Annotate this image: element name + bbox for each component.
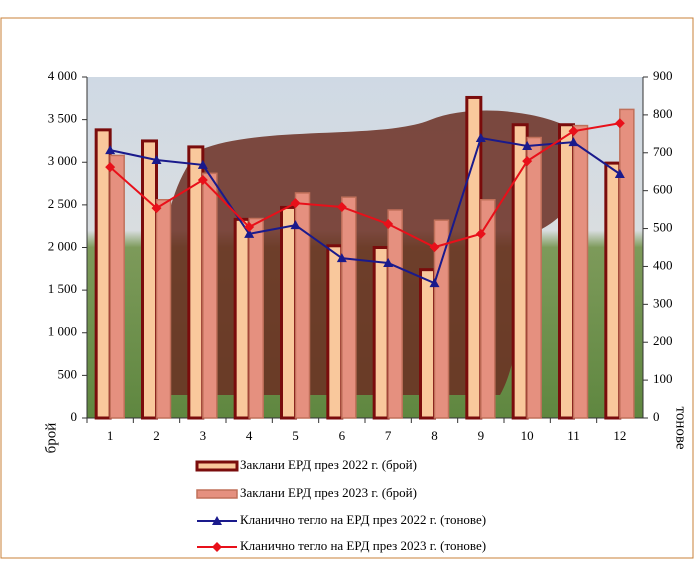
x-tick-label: 9 <box>478 428 485 443</box>
point <box>429 278 440 288</box>
x-tick-label: 1 <box>107 428 114 443</box>
x-tick-label: 10 <box>521 428 534 443</box>
y-tick-label: 2 500 <box>48 196 77 211</box>
point <box>475 228 486 239</box>
bar <box>280 205 297 420</box>
bar <box>294 192 311 419</box>
bar <box>248 217 264 419</box>
y2-tick-label: 800 <box>653 106 673 121</box>
bar <box>202 172 218 419</box>
bar <box>619 108 635 419</box>
y-tick-label: 4 000 <box>48 68 77 83</box>
y-tick-label: 3 500 <box>48 111 77 126</box>
frame <box>0 17 694 559</box>
legend-label: Заклани ЕРД през 2022 г. (брой) <box>240 457 417 472</box>
point <box>383 258 394 268</box>
legend-swatch <box>195 460 239 472</box>
bar <box>326 244 344 420</box>
point <box>290 220 301 230</box>
x-tick-label: 11 <box>567 428 580 443</box>
bar <box>109 154 125 419</box>
point <box>212 542 222 552</box>
point <box>244 228 255 238</box>
point <box>105 162 116 173</box>
line <box>109 136 621 285</box>
y2-tick-label: 900 <box>653 68 673 83</box>
point <box>290 198 301 209</box>
x-tick-label: 4 <box>246 428 253 443</box>
bar <box>372 246 390 420</box>
x-tick-label: 7 <box>385 428 392 443</box>
y2-tick-label: 300 <box>653 295 673 310</box>
y2-tick-label: 0 <box>653 409 660 424</box>
bar <box>419 268 436 420</box>
legend: Заклани ЕРД през 2022 г. (брой) Заклани Е… <box>195 457 486 553</box>
point <box>383 219 394 230</box>
y2-tick-label: 600 <box>653 182 673 197</box>
line <box>109 122 621 249</box>
legend-label: Заклани ЕРД през 2023 г. (брой) <box>240 485 417 500</box>
y2-tick-label: 100 <box>653 371 673 386</box>
bar <box>341 196 357 419</box>
point <box>568 137 579 147</box>
x-tick-label: 5 <box>292 428 299 443</box>
y2-tick-label: 400 <box>653 257 673 272</box>
bar <box>94 128 112 420</box>
x-tick-label: 6 <box>339 428 346 443</box>
x-tick-label: 3 <box>200 428 207 443</box>
point <box>522 140 533 150</box>
y2-tick-label: 500 <box>653 220 673 235</box>
point <box>614 168 625 178</box>
point <box>522 156 533 167</box>
point <box>105 145 116 155</box>
y-tick-label: 1 000 <box>48 324 77 339</box>
bar <box>511 123 529 420</box>
bar <box>558 123 575 420</box>
bar <box>526 136 542 419</box>
point <box>197 175 208 186</box>
x-tick-label: 8 <box>431 428 438 443</box>
legend-label: Кланично тегло на ЕРД през 2022 г. (тоно… <box>240 512 486 527</box>
point <box>212 516 222 525</box>
x-tick-label: 12 <box>613 428 626 443</box>
bar <box>572 124 589 419</box>
legend-label: Кланично тегло на ЕРД през 2023 г. (тоно… <box>240 538 486 553</box>
point <box>475 133 486 143</box>
bar <box>604 161 622 420</box>
bar <box>141 139 158 420</box>
y-tick-label: 1 500 <box>48 281 77 296</box>
point <box>614 118 625 129</box>
bar <box>233 217 251 420</box>
y2-tick-label: 200 <box>653 333 673 348</box>
point <box>336 253 347 263</box>
legend-swatch <box>196 489 238 499</box>
bar <box>387 209 403 419</box>
y-tick-label: 2 000 <box>48 238 77 253</box>
point <box>336 201 347 212</box>
point <box>197 159 208 169</box>
point <box>568 126 579 137</box>
point <box>244 222 255 233</box>
y2-axis-title: тонове <box>673 406 689 449</box>
y-axis-title: брой <box>43 423 59 454</box>
x-tick-label: 2 <box>153 428 160 443</box>
y-tick-label: 0 <box>71 409 78 424</box>
point <box>151 203 162 214</box>
bar <box>480 199 496 419</box>
y-tick-label: 3 000 <box>48 153 77 168</box>
point <box>429 242 440 253</box>
point <box>151 154 162 164</box>
y2-tick-label: 700 <box>653 144 673 159</box>
bar <box>155 199 172 419</box>
y-tick-label: 500 <box>58 366 78 381</box>
